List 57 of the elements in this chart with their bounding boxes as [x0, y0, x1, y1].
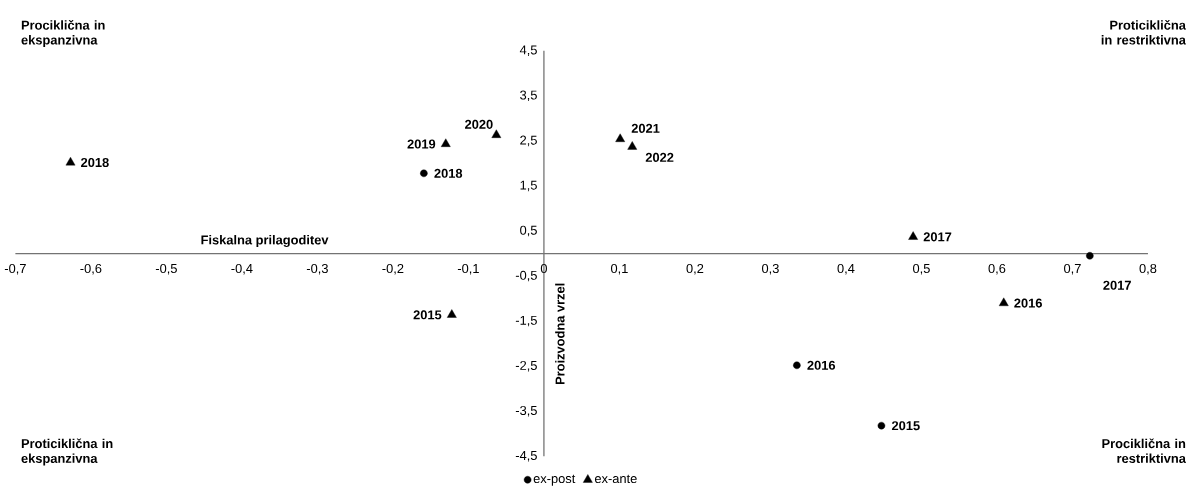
annotation: Proticiklična in ekspanzivna: [21, 438, 113, 466]
annotation: 2017: [1103, 280, 1131, 290]
legend-label: ex-ante: [594, 474, 637, 484]
annotation: 2017: [923, 232, 952, 242]
point: [793, 361, 801, 370]
point: [440, 138, 451, 147]
point: [627, 141, 638, 150]
point: [1086, 252, 1094, 260]
x-tick-label: 0,1: [610, 264, 628, 275]
annotation: 2018: [434, 168, 463, 178]
y-tick-label: 3,5: [520, 90, 537, 102]
x-tick-label: -0,2: [382, 264, 404, 275]
x-tick-label: 0,5: [913, 264, 930, 275]
point: [998, 297, 1009, 307]
annotation: 2016: [807, 360, 836, 370]
annotation: 2015: [413, 310, 442, 320]
x-tick-label: 0,3: [762, 264, 779, 275]
x-tick-label: -0,6: [80, 264, 102, 275]
point: [420, 169, 428, 178]
y-tick-label: 0,5: [520, 225, 537, 237]
text: Prociklična in ekspanzivna: [21, 20, 105, 48]
x-tick-label: -0,5: [155, 264, 177, 275]
y-tick-label: -1,5: [515, 315, 537, 327]
point: [615, 133, 625, 143]
x-tick-label: 0: [540, 264, 547, 274]
y-tick-label: 4,5: [519, 45, 537, 57]
annotation: 2018: [81, 158, 109, 168]
legend-label: ex-post: [533, 474, 576, 486]
annotation: 2020: [465, 119, 493, 129]
annotation: 2015: [891, 421, 920, 431]
y-tick-label: -4,5: [515, 451, 537, 462]
x-tick-label: 0,2: [686, 264, 704, 275]
y-axis-title: Proizvodna vrzel: [555, 283, 565, 385]
annotation: 2021: [631, 123, 660, 134]
annotation: Prociklična in restriktivna: [1102, 438, 1186, 464]
y-tick-label: -2,5: [515, 360, 537, 372]
x-tick-label: -0,4: [231, 264, 253, 275]
x-tick-label: -0,1: [457, 264, 479, 275]
x-tick-label: 0,4: [837, 264, 855, 275]
point: [446, 309, 457, 318]
y-tick-label: -3,5: [515, 406, 537, 417]
x-tick-label: 0,8: [1139, 264, 1157, 275]
annotation: 2019: [407, 139, 436, 149]
text: Proticiklična in restriktivna: [1101, 20, 1186, 45]
x-tick-label: -0,3: [306, 264, 328, 275]
x-tick-label: 0,7: [1064, 264, 1081, 275]
annotation: 2022: [645, 152, 674, 163]
y-tick-label: 1,5: [520, 180, 537, 192]
point: [65, 157, 76, 166]
annotation: 2016: [1014, 298, 1042, 308]
point: [877, 422, 886, 430]
point: [491, 129, 502, 138]
y-tick-label: 2,5: [520, 135, 537, 147]
x-tick-label: -0,7: [4, 264, 26, 275]
x-tick-label: 0,6: [988, 264, 1006, 275]
point: [908, 231, 918, 240]
x-axis-title: Fiskalna prilagoditev: [201, 235, 329, 248]
